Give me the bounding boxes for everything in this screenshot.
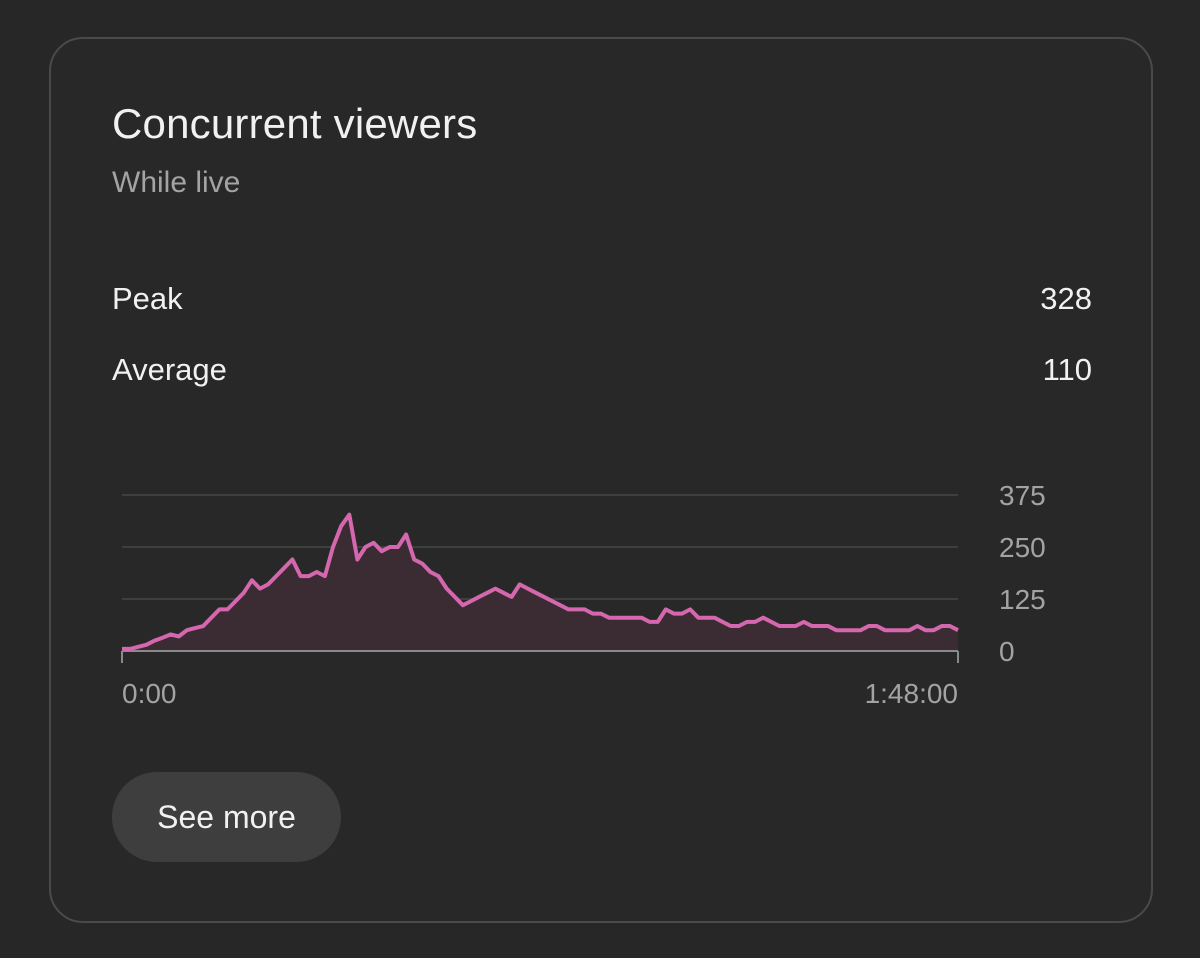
average-label: Average bbox=[112, 352, 227, 387]
average-value: 110 bbox=[1042, 352, 1092, 387]
card-title: Concurrent viewers bbox=[112, 100, 478, 147]
peak-value: 328 bbox=[1040, 281, 1092, 316]
card-subtitle: While live bbox=[112, 166, 241, 199]
see-more-button[interactable]: See more bbox=[112, 772, 341, 862]
peak-label: Peak bbox=[112, 281, 183, 316]
